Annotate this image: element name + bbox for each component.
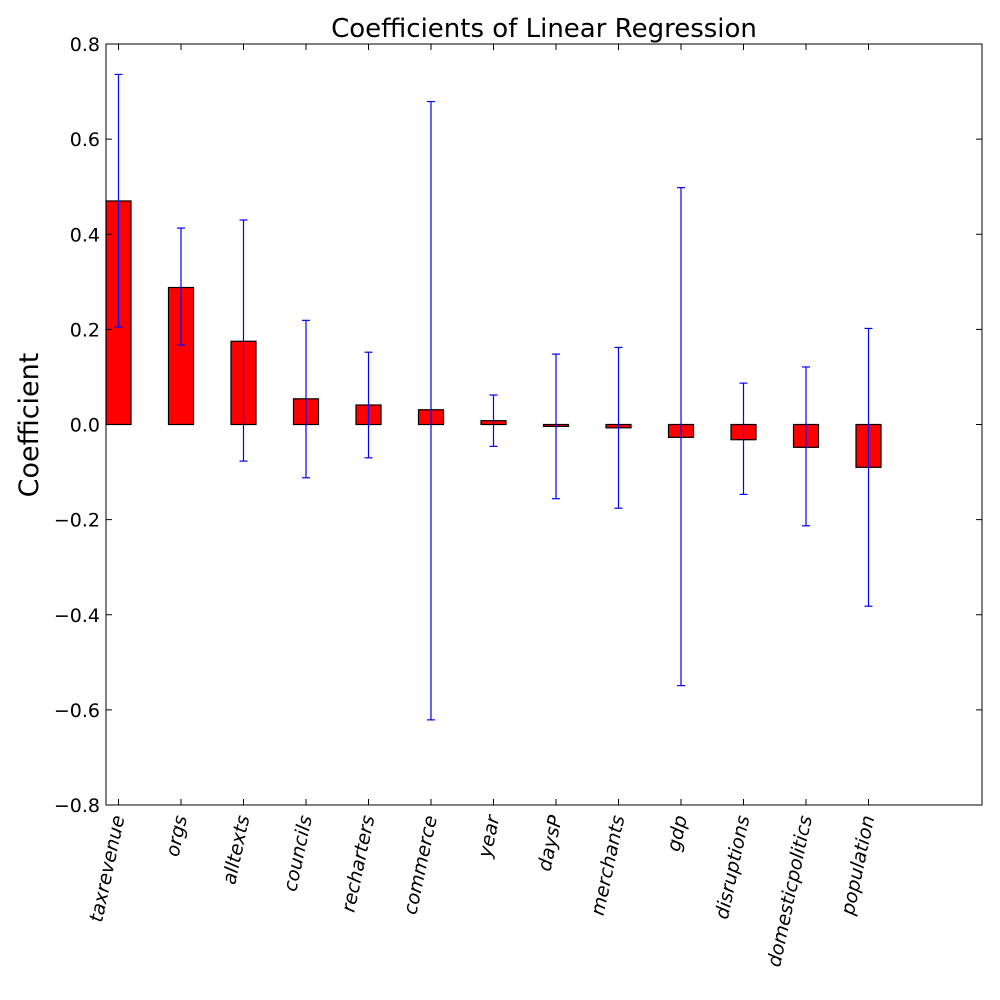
y-tick-label-1: −0.6 [54, 700, 100, 722]
x-tick-label-councils: councils [279, 813, 317, 893]
chart-title: Coefficients of Linear Regression [331, 14, 757, 44]
x-tick-label-disruptions: disruptions [711, 813, 754, 921]
y-tick-label-5: 0.2 [70, 319, 100, 341]
y-axis-label: Coefficient [14, 353, 45, 498]
y-tick-labels-group: −0.8 −0.6 −0.4 −0.2 0.0 0.2 0.4 0.6 0.8 [54, 34, 100, 817]
error-bars-group [114, 73, 873, 721]
x-tick-label-orgs: orgs [162, 813, 192, 858]
x-tick-label-merchants: merchants [587, 813, 630, 917]
y-tick-label-2: −0.4 [54, 605, 100, 627]
y-tick-label-0: −0.8 [54, 795, 100, 817]
plot-area-frame [105, 43, 983, 806]
x-tick-label-daysP: daysP [534, 813, 567, 873]
x-tick-label-year: year [474, 812, 505, 860]
x-tick-label-taxrevenue: taxrevenue [85, 813, 129, 924]
x-tick-label-population: population [837, 813, 880, 917]
x-tick-label-gdp: gdp [663, 813, 692, 853]
x-tick-labels-group: taxrevenue orgs alltexts councils recharters… [85, 812, 879, 969]
y-tick-label-8: 0.8 [70, 34, 100, 56]
x-tick-label-domesticpolitics: domesticpolitics [763, 813, 817, 969]
x-tick-label-alltexts: alltexts [218, 813, 254, 886]
y-tick-label-4: 0.0 [70, 415, 100, 437]
x-tick-label-recharters: recharters [337, 813, 379, 914]
y-tick-label-7: 0.6 [70, 129, 100, 151]
y-tick-label-6: 0.4 [70, 224, 100, 246]
x-tick-label-commerce: commerce [399, 813, 441, 916]
y-tick-label-3: −0.2 [54, 510, 100, 532]
